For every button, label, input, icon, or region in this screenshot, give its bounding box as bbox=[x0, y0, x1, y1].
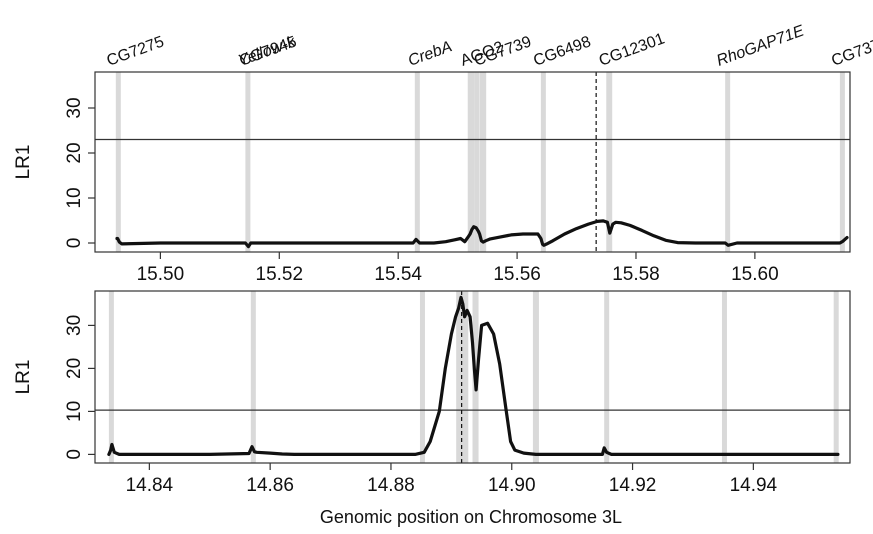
bottom-y-tick-label: 10 bbox=[64, 401, 85, 422]
gene-label: CG7945 bbox=[237, 33, 299, 69]
top-gene-band bbox=[540, 72, 546, 252]
top-x-tick-label: 15.60 bbox=[731, 264, 779, 285]
bottom-x-tick-label: 14.88 bbox=[367, 475, 415, 496]
bottom-gene-band bbox=[721, 291, 727, 463]
gene-label: CG7739 bbox=[472, 33, 534, 69]
top-y-tick-label: 20 bbox=[64, 142, 85, 163]
top-gene-band bbox=[414, 72, 420, 252]
top-y-tick-label: 0 bbox=[64, 238, 85, 249]
bottom-gene-band bbox=[250, 291, 256, 463]
chart-panel-top: 0 10 20 30 LR1 15.50 15.52 15.54 15.56 15.58 15.60… bbox=[13, 22, 873, 285]
top-gene-band bbox=[467, 72, 475, 252]
bottom-y-tick-label: 0 bbox=[64, 449, 85, 460]
bottom-lr1-series-line bbox=[107, 295, 840, 456]
top-y-tick-label: 10 bbox=[64, 187, 85, 208]
gene-label: CG6498 bbox=[531, 33, 593, 69]
bottom-x-tick-label: 14.94 bbox=[730, 475, 778, 496]
top-gene-band bbox=[725, 72, 731, 252]
bottom-plot-frame bbox=[94, 290, 851, 464]
bottom-gene-band bbox=[833, 291, 839, 463]
bottom-gene-band bbox=[456, 291, 469, 463]
gene-label: CG12301 bbox=[597, 30, 667, 69]
top-gene-band bbox=[115, 72, 121, 252]
bottom-x-tick-label: 14.90 bbox=[488, 475, 536, 496]
top-x-tick-label: 15.58 bbox=[612, 264, 660, 285]
gene-label: CrebA bbox=[406, 38, 454, 69]
top-gene-band bbox=[606, 72, 613, 252]
top-gene-band bbox=[839, 72, 845, 252]
bottom-y-axis-title: LR1 bbox=[13, 360, 34, 395]
top-gene-band bbox=[245, 72, 251, 252]
bottom-y-tick-label: 20 bbox=[64, 358, 85, 379]
top-x-tick-label: 15.52 bbox=[256, 264, 304, 285]
bottom-x-tick-label: 14.84 bbox=[126, 475, 174, 496]
top-lr1-series-line bbox=[115, 219, 849, 249]
top-x-tick-label: 15.56 bbox=[493, 264, 541, 285]
top-gene-band bbox=[479, 72, 487, 252]
top-x-tick-label: 15.50 bbox=[137, 264, 185, 285]
top-x-tick-label: 15.54 bbox=[374, 264, 422, 285]
bottom-gene-band bbox=[604, 291, 610, 463]
bottom-gene-band bbox=[108, 291, 114, 463]
gene-label: CG7275 bbox=[105, 33, 167, 69]
bottom-y-tick-label: 30 bbox=[64, 315, 85, 336]
bottom-gene-band bbox=[419, 291, 425, 463]
top-y-axis-title: LR1 bbox=[13, 145, 34, 180]
bottom-x-tick-label: 14.92 bbox=[609, 475, 657, 496]
bottom-x-tick-label: 14.86 bbox=[246, 475, 294, 496]
gene-label: RhoGAP71E bbox=[714, 22, 806, 69]
gene-label: CG7372 bbox=[829, 33, 873, 69]
top-y-tick-label: 30 bbox=[64, 97, 85, 118]
chart-panel-bottom: 0 10 20 30 LR1 14.84 14.86 14.88 14.90 14.92 14.94 bbox=[13, 290, 851, 496]
top-plot-frame bbox=[94, 71, 851, 253]
bottom-gene-band bbox=[532, 291, 539, 463]
x-axis-label: Genomic position on Chromosome 3L bbox=[320, 507, 622, 527]
top-gene-band bbox=[474, 72, 480, 252]
